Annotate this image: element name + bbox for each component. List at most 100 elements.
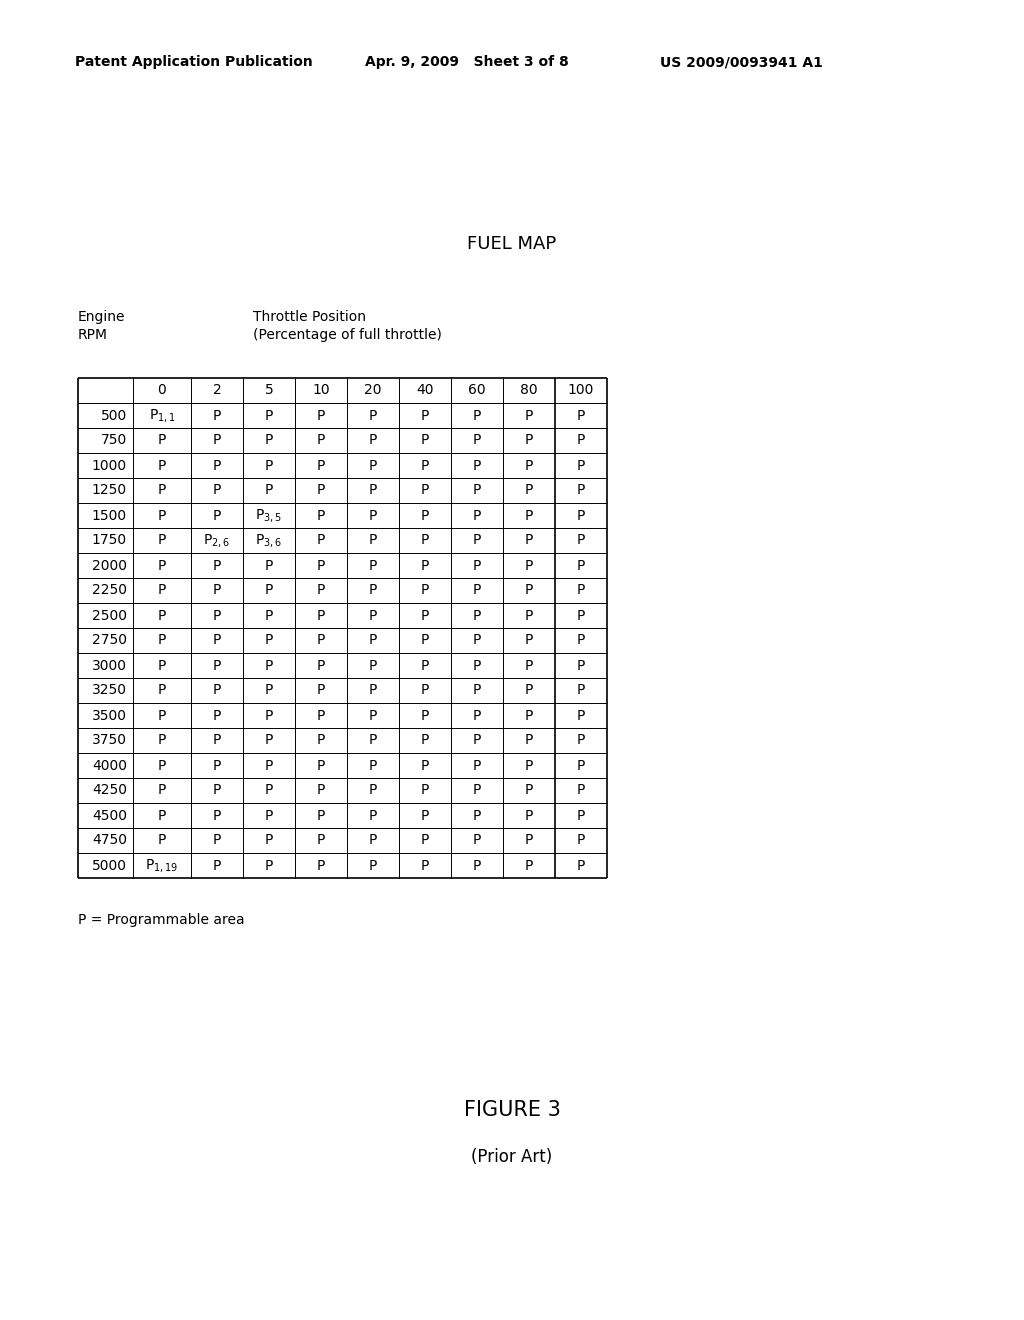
Text: P: P (369, 784, 377, 797)
Text: P: P (316, 408, 326, 422)
Text: P: P (473, 709, 481, 722)
Text: $\mathregular{P}_{1,1}$: $\mathregular{P}_{1,1}$ (148, 407, 175, 424)
Text: P: P (473, 458, 481, 473)
Text: P: P (421, 808, 429, 822)
Text: P: P (577, 634, 585, 648)
Text: 1500: 1500 (92, 508, 127, 523)
Text: P: P (369, 558, 377, 573)
Text: P: P (577, 408, 585, 422)
Text: FIGURE 3: FIGURE 3 (464, 1100, 560, 1119)
Text: 5000: 5000 (92, 858, 127, 873)
Text: P: P (525, 533, 534, 548)
Text: P: P (473, 784, 481, 797)
Text: P: P (213, 634, 221, 648)
Text: P: P (525, 483, 534, 498)
Text: P: P (369, 583, 377, 598)
Text: P: P (316, 433, 326, 447)
Text: 2500: 2500 (92, 609, 127, 623)
Text: 40: 40 (416, 384, 434, 397)
Text: P: P (265, 833, 273, 847)
Text: P: P (316, 784, 326, 797)
Text: P: P (577, 533, 585, 548)
Text: P: P (525, 408, 534, 422)
Text: P: P (369, 833, 377, 847)
Text: P: P (369, 684, 377, 697)
Text: P: P (525, 684, 534, 697)
Text: P: P (265, 659, 273, 672)
Text: P: P (525, 833, 534, 847)
Text: P: P (421, 583, 429, 598)
Text: P: P (421, 734, 429, 747)
Text: P: P (213, 609, 221, 623)
Text: P: P (265, 408, 273, 422)
Text: P: P (316, 458, 326, 473)
Text: P: P (525, 558, 534, 573)
Text: P: P (369, 508, 377, 523)
Text: P: P (421, 784, 429, 797)
Text: P: P (473, 433, 481, 447)
Text: RPM: RPM (78, 327, 108, 342)
Text: P: P (525, 659, 534, 672)
Text: P: P (577, 858, 585, 873)
Text: P: P (213, 709, 221, 722)
Text: P: P (213, 808, 221, 822)
Text: P: P (421, 508, 429, 523)
Text: P: P (265, 759, 273, 772)
Text: P: P (577, 508, 585, 523)
Text: P: P (158, 558, 166, 573)
Text: P: P (265, 558, 273, 573)
Text: P: P (473, 583, 481, 598)
Text: P: P (265, 684, 273, 697)
Text: P: P (577, 784, 585, 797)
Text: $\mathregular{P}_{3,6}$: $\mathregular{P}_{3,6}$ (255, 532, 283, 549)
Text: P: P (158, 659, 166, 672)
Text: P: P (577, 659, 585, 672)
Text: P: P (213, 734, 221, 747)
Text: Patent Application Publication: Patent Application Publication (75, 55, 312, 69)
Text: P: P (158, 759, 166, 772)
Text: P: P (577, 458, 585, 473)
Text: 3000: 3000 (92, 659, 127, 672)
Text: P: P (316, 609, 326, 623)
Text: P: P (158, 609, 166, 623)
Text: P: P (213, 858, 221, 873)
Text: $\mathregular{P}_{3,5}$: $\mathregular{P}_{3,5}$ (255, 507, 283, 524)
Text: P: P (525, 734, 534, 747)
Text: P: P (525, 634, 534, 648)
Text: 0: 0 (158, 384, 166, 397)
Text: P: P (577, 709, 585, 722)
Text: P: P (369, 433, 377, 447)
Text: P: P (213, 833, 221, 847)
Text: P: P (421, 833, 429, 847)
Text: P: P (421, 858, 429, 873)
Text: P: P (473, 659, 481, 672)
Text: P: P (316, 659, 326, 672)
Text: P: P (369, 759, 377, 772)
Text: 3250: 3250 (92, 684, 127, 697)
Text: 4500: 4500 (92, 808, 127, 822)
Text: P: P (577, 609, 585, 623)
Text: P: P (158, 808, 166, 822)
Text: P: P (525, 858, 534, 873)
Text: P: P (158, 833, 166, 847)
Text: 2000: 2000 (92, 558, 127, 573)
Text: P: P (525, 759, 534, 772)
Text: P: P (577, 684, 585, 697)
Text: P: P (158, 734, 166, 747)
Text: P: P (158, 583, 166, 598)
Text: P: P (421, 609, 429, 623)
Text: P: P (525, 508, 534, 523)
Text: P: P (421, 433, 429, 447)
Text: P: P (473, 759, 481, 772)
Text: P: P (369, 533, 377, 548)
Text: (Percentage of full throttle): (Percentage of full throttle) (253, 327, 442, 342)
Text: P: P (158, 709, 166, 722)
Text: P: P (421, 759, 429, 772)
Text: P: P (265, 808, 273, 822)
Text: 1000: 1000 (92, 458, 127, 473)
Text: P: P (421, 458, 429, 473)
Text: P: P (525, 458, 534, 473)
Text: $\mathregular{P}_{2,6}$: $\mathregular{P}_{2,6}$ (204, 532, 230, 549)
Text: P: P (265, 734, 273, 747)
Text: P: P (158, 533, 166, 548)
